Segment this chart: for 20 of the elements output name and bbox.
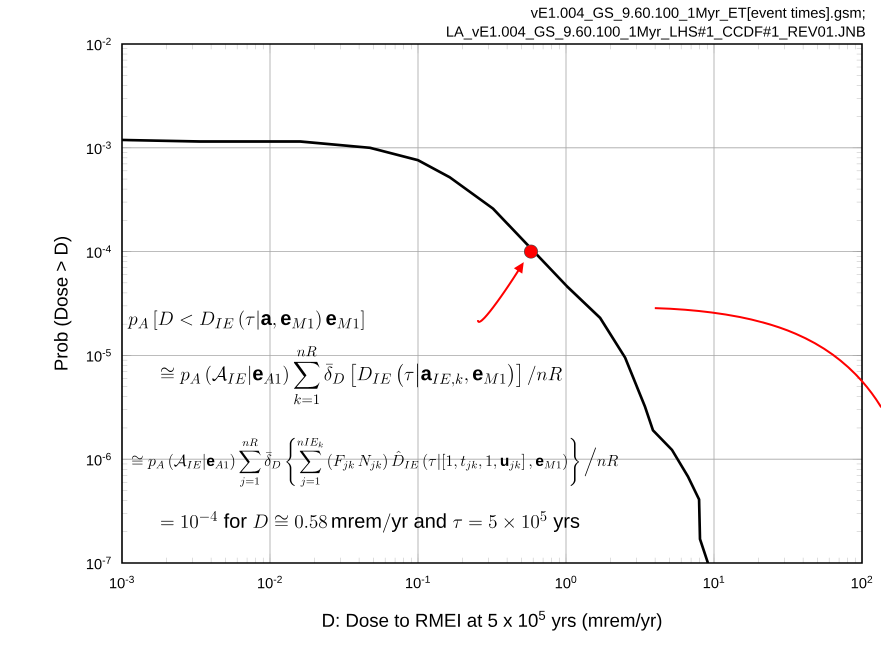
x-axis-title: D: Dose to RMEI at 5 x 10$^{5}$ yrs (mrem/yr) <box>323 610 662 631</box>
x-tick-label: 10$^{-1}$ <box>406 576 430 588</box>
y-tick-label: 10$^{-4}$ <box>86 245 111 258</box>
y-tick-label: 10$^{-2}$ <box>86 38 111 50</box>
x-tick-label: 10$^{-2}$ <box>258 576 282 588</box>
annotation: $\cong p_A\left(\mathcal{A}_{IE}\middle|\mathbf{e}_{A1}\right)\sum_{k=1}^{nR}\bar{\delta}_D\left[D_{IE}\left(\tau\middle|\mathbf{a}_{IE,k},\mathbf{e}_{M1}\right)\right]/nR$ <box>161 346 562 404</box>
text: vE1.004_GS_9.60.100_1Myr_ET[event times].gsm; <box>530 7 864 21</box>
x-tick-label: 10$^{2}$ <box>852 576 872 588</box>
x-tick-label: 10$^{-3}$ <box>110 576 134 588</box>
y-tick-label: 10$^{-6}$ <box>86 452 111 466</box>
text: LA_vE1.004_GS_9.60.100_1Myr_LHS#1_CCDF#1_REV01.JNB <box>447 26 865 40</box>
annotation: $\cong p_A\left(\mathcal{A}_{IE}\middle|\mathbf{e}_{A1}\right)\sum_{j=1}^{nR}\bar{\delta}_D\left\{\sum_{j=1}^{nIE_k}\left(F_{jk}\,N_{jk}\right)\hat{D}_{IE}\left(\tau\middle|\left[1,t_{jk},1,\mathbf{u}_{jk}\right],\mathbf{e}_{M1}\right)\right\}\Big/nR$ <box>132 438 618 487</box>
x-tick-label: 10$^{1}$ <box>704 576 724 588</box>
x-tick-label: 10$^{0}$ <box>556 576 576 588</box>
y-tick-label: 10$^{-3}$ <box>86 141 111 154</box>
y-axis-title: Prob (Dose > D) <box>54 237 72 370</box>
y-tick-label: 10$^{-7}$ <box>86 556 111 570</box>
annotation: $p_A\left[D<D_{IE}\left(\tau\middle|\mathbf{a},\mathbf{e}_{M1}\right)\mathbf{e}_{M1}\right]$ <box>128 310 364 330</box>
y-tick-label: 10$^{-5}$ <box>86 349 111 362</box>
annotation: $=10^{-4}\ \mathrm{for}\ D\cong 0.58\,\mathrm{mrem/yr}\ \mathrm{and}\ \tau=5\times 10^{5}\ \mathrm{yrs}$ <box>161 510 580 533</box>
